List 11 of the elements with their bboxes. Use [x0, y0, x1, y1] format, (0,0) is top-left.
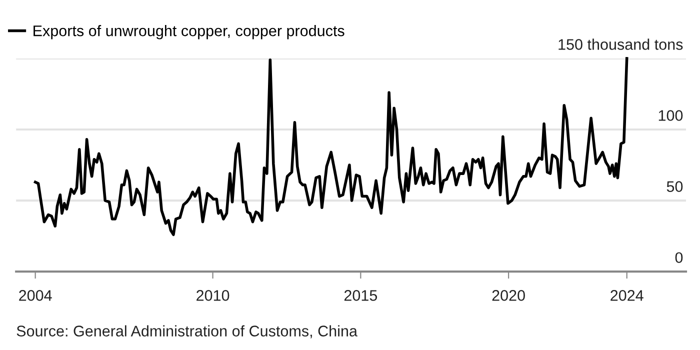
y-tick-label: 150 thousand tons — [558, 38, 683, 50]
y-tick-label: 100 — [658, 110, 683, 121]
x-tick-label: 2004 — [19, 290, 52, 301]
x-tick-label: 2010 — [196, 290, 230, 301]
y-tick-label: 50 — [666, 181, 683, 192]
x-tick-label: 2024 — [610, 290, 644, 301]
legend-label: Exports of unwrought copper, copper products — [34, 25, 344, 40]
y-tick-label: 0 — [675, 252, 683, 264]
source-note: Source: General Administration of Customs, China — [16, 325, 358, 338]
x-tick-label: 2020 — [492, 290, 525, 301]
x-tick-label: 2015 — [344, 290, 378, 301]
